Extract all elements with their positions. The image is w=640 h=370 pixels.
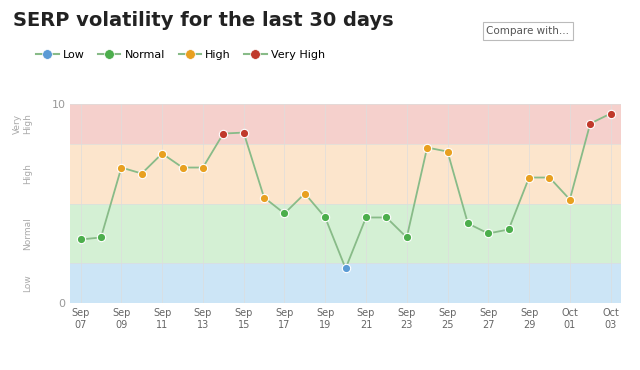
Text: High: High: [23, 163, 32, 184]
Text: Low: Low: [23, 275, 32, 292]
Bar: [70, 104, 621, 144]
Bar: [70, 204, 621, 263]
Bar: [70, 263, 621, 303]
Bar: [70, 144, 621, 204]
Text: Very
High: Very High: [12, 113, 32, 134]
Text: Normal: Normal: [23, 217, 32, 250]
Text: Compare with...: Compare with...: [486, 26, 570, 36]
Text: SERP volatility for the last 30 days: SERP volatility for the last 30 days: [13, 11, 394, 30]
Legend: Low, Normal, High, Very High: Low, Normal, High, Very High: [32, 45, 330, 64]
